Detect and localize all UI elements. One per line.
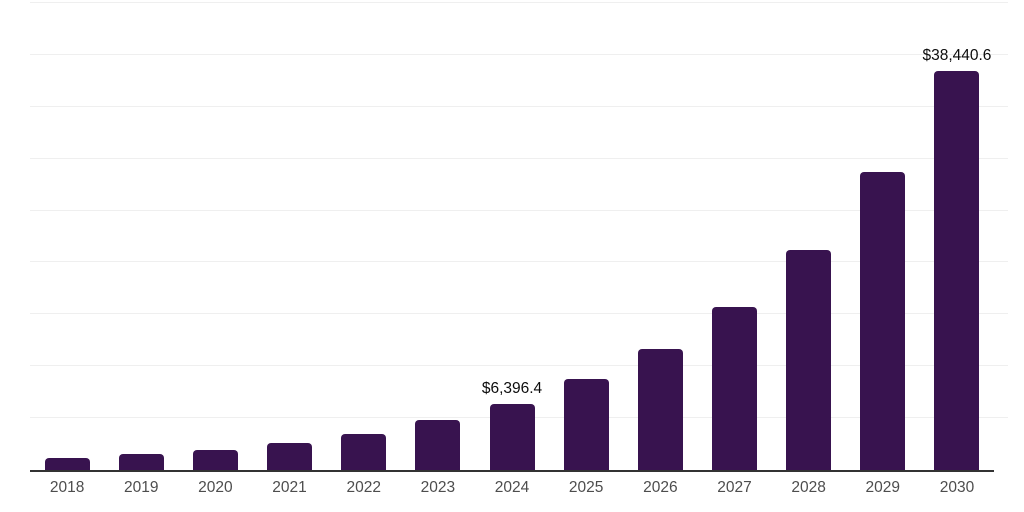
bar-slot	[30, 3, 104, 470]
bar-slot: $6,396.4	[475, 3, 549, 470]
x-axis-label-2029: 2029	[865, 479, 901, 496]
bar-slot: $38,440.6	[920, 3, 994, 470]
bar-slot	[252, 3, 326, 470]
x-axis-label-2018: 2018	[49, 479, 85, 496]
x-axis-label-2027: 2027	[717, 479, 752, 496]
bar-2025[interactable]	[563, 379, 609, 470]
x-axis-label-2028: 2028	[791, 479, 826, 496]
bar-value-label-2024: $6,396.4	[481, 379, 543, 397]
bar-slot	[697, 3, 771, 470]
bar-slot	[401, 3, 475, 470]
gridline	[30, 2, 1008, 3]
x-axis-label-2021: 2021	[272, 479, 307, 496]
x-axis-label-2024: 2024	[494, 479, 530, 496]
bar-2021[interactable]	[267, 443, 313, 470]
bar-slot	[327, 3, 401, 470]
x-axis-labels: 2018 2019 2020 2021 2022 2023 2024 2025 2026 2027…	[30, 479, 994, 497]
x-axis-line	[30, 470, 994, 472]
x-axis-label-2023: 2023	[420, 479, 456, 496]
bar-2022[interactable]	[341, 434, 387, 470]
gridline	[30, 157, 1008, 159]
bar-2028[interactable]	[786, 250, 832, 470]
bar-2024[interactable]	[489, 403, 535, 470]
bar-2026[interactable]	[637, 349, 683, 470]
gridline	[30, 365, 1008, 367]
bar-value-label-2030: $38,440.6	[922, 47, 992, 65]
x-axis-label-2026: 2026	[643, 479, 678, 496]
gridline	[30, 313, 1008, 315]
gridline	[30, 261, 1008, 263]
bars-container: $6,396.4 $38,440.6	[30, 3, 994, 470]
gridline	[30, 53, 1008, 55]
bar-2018[interactable]	[44, 458, 90, 470]
bar-2027[interactable]	[711, 307, 757, 470]
bar-2030[interactable]	[934, 71, 980, 470]
bar-2020[interactable]	[192, 450, 238, 470]
x-axis-label-2025: 2025	[568, 479, 604, 496]
bar-2019[interactable]	[118, 454, 164, 470]
x-axis-label-2020: 2020	[198, 479, 233, 496]
gridline	[30, 105, 1008, 107]
x-axis-label-2019: 2019	[123, 479, 159, 496]
plot-area: $6,396.4 $38,440.6	[30, 2, 1008, 472]
bar-2029[interactable]	[860, 172, 906, 470]
x-axis-label-2030: 2030	[939, 479, 975, 496]
bar-slot	[846, 3, 920, 470]
bar-slot	[178, 3, 252, 470]
gridline	[30, 209, 1008, 211]
bar-slot	[104, 3, 178, 470]
bar-2023[interactable]	[415, 420, 461, 470]
x-axis-label-2022: 2022	[346, 479, 381, 496]
bar-slot	[772, 3, 846, 470]
bar-slot	[549, 3, 623, 470]
bar-slot	[623, 3, 697, 470]
